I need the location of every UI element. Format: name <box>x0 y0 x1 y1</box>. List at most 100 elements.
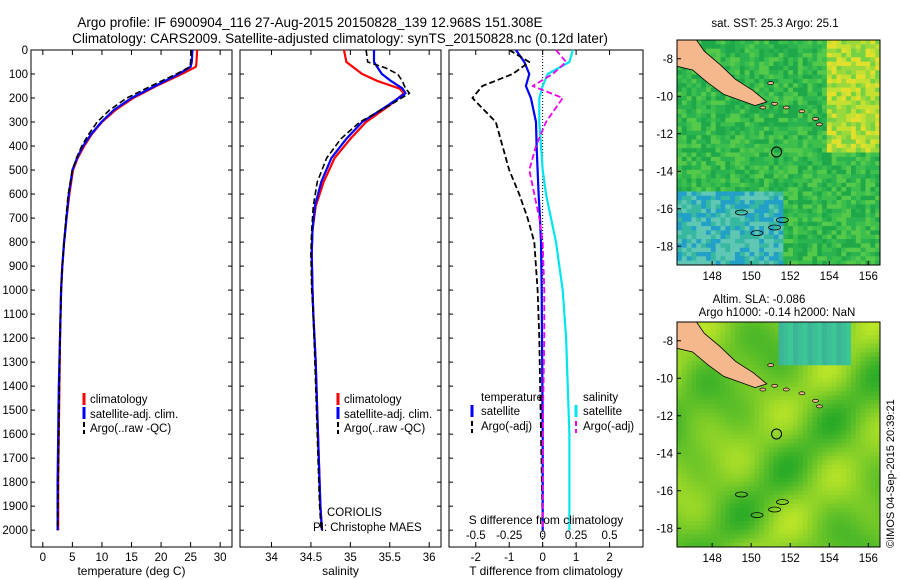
map-cell <box>846 213 852 218</box>
map-cell <box>730 447 736 453</box>
map-cell <box>841 195 847 201</box>
map-cell <box>725 512 731 518</box>
reef-outline <box>750 230 764 237</box>
map-cell <box>681 104 688 110</box>
map-cell <box>783 469 789 474</box>
map-cell <box>773 260 779 265</box>
map-cell <box>841 70 847 76</box>
map-cell <box>696 451 702 457</box>
map-cell <box>831 187 837 192</box>
map-cell <box>860 456 866 461</box>
map-cell <box>783 425 789 431</box>
map-cell <box>783 109 789 115</box>
map-cell <box>855 239 862 244</box>
map-cell <box>817 495 823 500</box>
map-cell <box>686 503 692 509</box>
map-cell <box>865 360 871 366</box>
map-cell <box>841 343 847 349</box>
map-cell <box>706 503 712 509</box>
map-cell <box>735 395 741 401</box>
map-cell <box>677 386 683 392</box>
map-cell <box>870 365 876 371</box>
map-cell <box>701 169 707 175</box>
map-cell <box>778 165 784 171</box>
map-cell <box>826 412 833 418</box>
map-cell <box>696 404 702 410</box>
map-cell <box>875 109 880 115</box>
map-cell <box>841 369 847 375</box>
y-tick-label: 1600 <box>2 429 28 441</box>
map-cell <box>764 200 770 205</box>
map-cell <box>759 538 765 544</box>
map-cell <box>865 204 871 210</box>
map-cell <box>764 152 770 158</box>
map-cell <box>831 508 837 513</box>
map-cell <box>817 61 823 67</box>
map-cell <box>860 165 866 171</box>
map-cell <box>807 122 813 128</box>
map-cell <box>773 339 779 345</box>
map-cell <box>768 339 775 345</box>
map-cell <box>715 417 721 423</box>
map-cell <box>836 152 842 158</box>
map-cell <box>677 352 683 358</box>
map-cell <box>710 156 717 162</box>
map-cell <box>831 243 837 249</box>
map-cell <box>715 135 721 141</box>
map-cell <box>778 109 784 115</box>
map-cell <box>822 230 828 236</box>
map-cell <box>681 352 688 358</box>
map-cell <box>739 247 746 253</box>
map-cell <box>788 529 794 535</box>
map-cell <box>802 187 808 192</box>
map-cell <box>686 78 692 84</box>
map-cell <box>807 161 813 166</box>
map-cell <box>812 534 818 539</box>
map-cell <box>865 486 871 492</box>
map-cell <box>875 412 880 418</box>
map-cell <box>865 352 871 358</box>
map-cell <box>788 508 794 513</box>
map-cell <box>701 434 707 440</box>
map-cell <box>831 65 837 71</box>
map-cell <box>715 169 721 175</box>
map-cell <box>725 469 731 474</box>
map-cell <box>797 221 804 227</box>
map-cell <box>836 477 842 483</box>
map-cell <box>826 65 833 71</box>
map-cell <box>710 100 717 106</box>
map-cell <box>696 221 702 227</box>
map-cell <box>822 464 828 470</box>
map-cell <box>773 135 779 141</box>
map-cell <box>870 482 876 487</box>
map-cell <box>797 70 804 76</box>
map-cell <box>870 156 876 162</box>
map-cell <box>759 464 765 470</box>
map-cell <box>764 187 770 192</box>
map-cell <box>836 174 842 179</box>
map-cell <box>870 382 876 388</box>
map-cell <box>677 100 683 106</box>
map-cell <box>691 382 697 388</box>
map-cell <box>715 495 721 500</box>
map-cell <box>846 443 852 448</box>
map-cell <box>710 213 717 218</box>
map-cell <box>875 469 880 474</box>
map-cell <box>865 347 871 353</box>
map-cell <box>802 469 808 474</box>
map-cell <box>831 191 837 197</box>
map-cell <box>744 499 750 505</box>
map-cell <box>706 48 712 54</box>
map-cell <box>778 334 784 340</box>
map-cell <box>855 469 862 474</box>
map-cell <box>797 100 804 106</box>
map-cell <box>725 148 731 153</box>
map-cell <box>730 195 736 201</box>
map-cell <box>725 482 731 487</box>
map-cell <box>841 113 847 119</box>
map-cell <box>696 373 702 379</box>
map-cell <box>696 534 702 539</box>
map-cell <box>768 260 775 265</box>
map-cell <box>836 78 842 84</box>
map-cell <box>677 135 683 141</box>
